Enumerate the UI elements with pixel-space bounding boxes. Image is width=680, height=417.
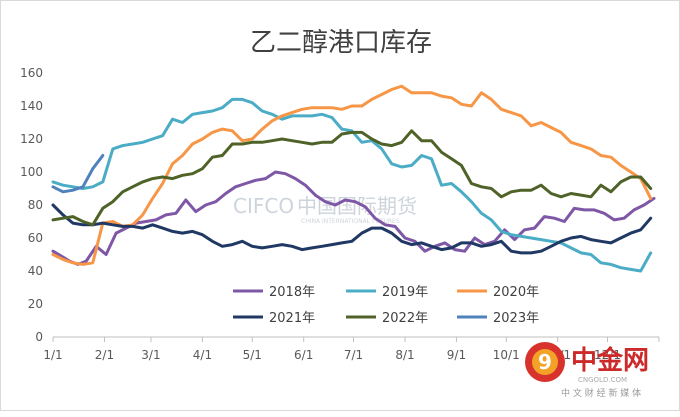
logo-tagline: 中 文 财 经 新 媒 体 — [561, 387, 641, 399]
legend: 2018年 2019年 2020年 2021年 2022年 2023年 — [233, 285, 539, 326]
watermark-brand: CIFCO — [233, 194, 294, 218]
series-group — [51, 84, 656, 273]
series-line-2020年 — [51, 84, 653, 266]
y-tick-label: 140 — [20, 99, 43, 113]
x-tick-label: 4/1 — [193, 348, 212, 362]
legend-label: 2021年 — [269, 311, 315, 326]
logo-glyph-icon: 9 — [538, 350, 552, 374]
watermark-cifco: CIFCO 中国国际期货 CHINA INTERNATIONAL FUTURES — [233, 194, 417, 225]
series-line-2018年 — [51, 170, 656, 266]
x-tick-label: 12/1 — [594, 348, 621, 362]
legend-label: 2023年 — [493, 311, 539, 326]
y-tick-label: 120 — [20, 132, 43, 146]
x-tick-label: 10/1 — [493, 348, 520, 362]
logo-domain: CNGOLD.COM — [578, 376, 627, 384]
watermark-logo: 9 中金网 CNGOLD.COM 中 文 财 经 新 媒 体 — [525, 342, 649, 399]
x-tick-label: 3/1 — [141, 348, 160, 362]
y-tick-label: 160 — [20, 66, 43, 80]
legend-label: 2018年 — [269, 285, 315, 300]
watermark-center-text: 中国国际期货 — [297, 194, 417, 218]
x-tick-label: 6/1 — [294, 348, 313, 362]
y-tick-label: 60 — [28, 231, 43, 245]
series-line-2023年 — [51, 154, 105, 194]
logo-text: 中金网 — [571, 345, 649, 376]
x-tick-label: 7/1 — [344, 348, 363, 362]
y-tick-label: 100 — [20, 165, 43, 179]
legend-label: 2020年 — [493, 285, 539, 300]
legend-label: 2019年 — [382, 285, 428, 300]
axes: 0 20 40 60 80 100 120 140 160 1/1 2/1 3/1 4/1 5/1 6/1 7… — [20, 66, 660, 362]
y-tick-label: 20 — [28, 297, 43, 311]
x-tick-label: 9/1 — [447, 348, 466, 362]
series-line-2021年 — [51, 203, 653, 255]
legend-label: 2022年 — [382, 311, 428, 326]
watermark-sub: CHINA INTERNATIONAL FUTURES — [301, 218, 400, 225]
series-line-2022年 — [51, 129, 653, 227]
y-tick-label: 0 — [35, 330, 43, 344]
x-tick-label: 2/1 — [95, 348, 114, 362]
x-tick-label: 5/1 — [243, 348, 262, 362]
x-tick-label: 1/1 — [43, 348, 62, 362]
logo-inner-icon — [532, 349, 558, 375]
y-tick-label: 80 — [28, 198, 43, 212]
y-tick-label: 40 — [28, 264, 43, 278]
series-line-2019年 — [51, 97, 653, 273]
x-tick-label: 8/1 — [395, 348, 414, 362]
chart-title: 乙二醇港口库存 — [250, 28, 432, 58]
